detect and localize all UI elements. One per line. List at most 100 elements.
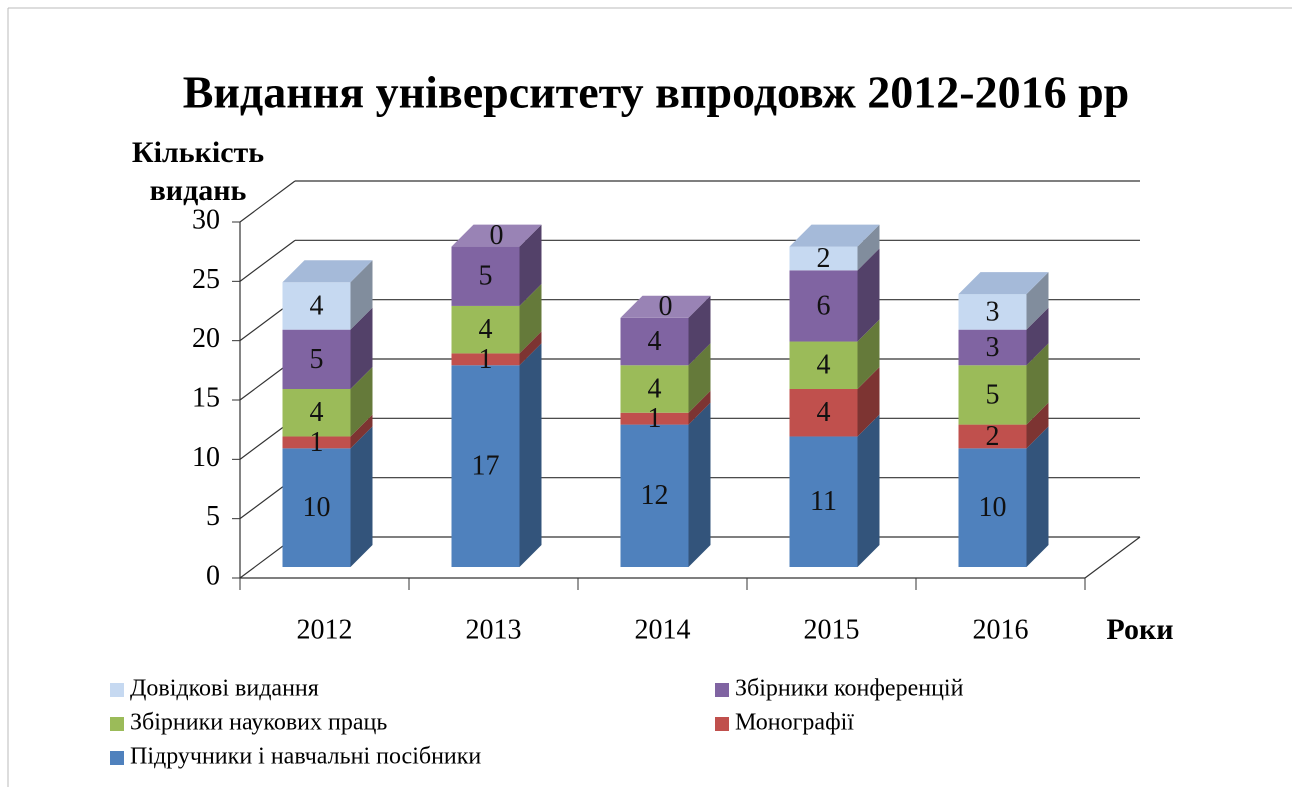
bar-top (958, 272, 1049, 295)
legend-swatch (715, 683, 729, 697)
legend-swatch (715, 717, 729, 731)
x-tick-label: 2016 (973, 614, 1029, 645)
value-label: 0 (659, 291, 673, 322)
bar-side (350, 367, 373, 437)
value-label: 6 (817, 290, 831, 321)
x-tick-label: 2015 (804, 614, 860, 645)
bar (620, 424, 689, 567)
legend-label: Збірники конференцій (735, 676, 964, 702)
bar (282, 389, 351, 437)
x-axis-label: Роки (1106, 613, 1173, 646)
bar (451, 365, 520, 567)
value-label: 5 (310, 344, 324, 375)
value-label: 5 (986, 379, 1000, 410)
bar (958, 424, 1027, 449)
bar (958, 294, 1027, 330)
bar-side (1026, 402, 1049, 449)
bar-side (1026, 307, 1049, 366)
value-label: 2 (986, 421, 1000, 452)
bar-side (688, 343, 711, 413)
bar-side (1026, 343, 1049, 425)
y-tick-label: 0 (206, 560, 220, 591)
y-axis-label: видань (150, 174, 247, 207)
bar-side (519, 283, 542, 354)
value-label: 10 (303, 492, 331, 523)
value-label: 1 (310, 427, 324, 458)
bar-side (519, 331, 542, 366)
value-label: 10 (979, 492, 1007, 523)
bar (451, 246, 520, 306)
chart-title: Видання університету впродовж 2012-2016 … (183, 67, 1129, 118)
bar-side (688, 295, 711, 366)
bar (282, 329, 351, 389)
bar (282, 436, 351, 449)
value-label: 4 (817, 350, 831, 381)
value-label: 17 (472, 451, 500, 482)
y-tick-label: 25 (192, 264, 220, 295)
bar (282, 282, 351, 330)
legend-swatch (110, 683, 124, 697)
legend-label: Монографії (735, 710, 854, 736)
legend-swatch (110, 751, 124, 765)
bar-side (857, 414, 880, 567)
bar-top (451, 224, 542, 247)
value-label: 11 (810, 486, 837, 517)
bar-side (857, 224, 880, 271)
bar (958, 365, 1027, 425)
bar-top (620, 295, 711, 318)
x-tick-label: 2014 (635, 614, 691, 645)
bar-top (789, 224, 880, 247)
bar (620, 365, 689, 413)
bar-side (350, 414, 373, 449)
bar (789, 246, 858, 271)
x-tick-label: 2013 (466, 614, 522, 645)
bar (451, 353, 520, 366)
value-label: 4 (310, 290, 324, 321)
value-label: 1 (479, 344, 493, 375)
value-label: 2 (817, 243, 831, 274)
bar-side (350, 307, 373, 389)
value-label: 4 (648, 373, 662, 404)
y-tick-label: 20 (192, 323, 220, 354)
value-label: 4 (479, 314, 493, 345)
value-label: 5 (479, 261, 493, 292)
bar (789, 341, 858, 389)
bar (451, 305, 520, 354)
value-label: 0 (490, 220, 504, 251)
y-tick-label: 5 (206, 501, 220, 532)
value-label: 1 (648, 403, 662, 434)
value-label: 12 (641, 480, 669, 511)
bar-side (857, 319, 880, 389)
bar (789, 389, 858, 437)
bar (620, 412, 689, 425)
bar-top (282, 260, 373, 283)
value-label: 4 (817, 397, 831, 428)
x-tick-label: 2012 (297, 614, 353, 645)
bar-side (350, 426, 373, 567)
bar-side (519, 224, 542, 306)
legend-label: Довідкові видання (130, 676, 319, 702)
value-label: 4 (648, 326, 662, 357)
bar-side (857, 248, 880, 342)
legend-swatch (110, 717, 124, 731)
y-tick-label: 30 (192, 204, 220, 235)
value-label: 3 (986, 332, 1000, 363)
legend-label: Підручники і навчальні посібники (130, 744, 481, 770)
grid-line (239, 239, 296, 282)
y-tick-label: 10 (192, 442, 220, 473)
bar-side (688, 402, 711, 567)
bar-side (519, 343, 542, 567)
bar (789, 436, 858, 567)
value-label: 4 (310, 397, 324, 428)
bar-side (688, 390, 711, 425)
bar (789, 270, 858, 342)
bar-side (857, 367, 880, 437)
bar-side (1026, 426, 1049, 567)
axis (1084, 536, 1141, 579)
grid-line (239, 180, 296, 223)
y-axis-label: Кількість (132, 136, 264, 169)
bar (958, 329, 1027, 366)
y-tick-label: 15 (192, 382, 220, 413)
bar (620, 317, 689, 366)
